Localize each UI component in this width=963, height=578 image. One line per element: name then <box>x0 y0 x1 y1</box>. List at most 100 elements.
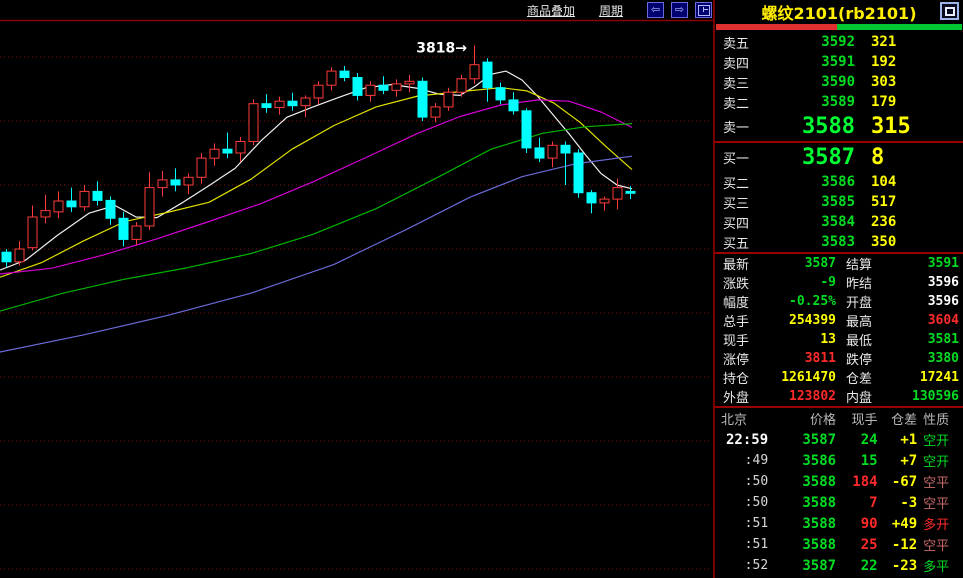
tick-cell: 25 <box>860 536 878 553</box>
level-price: 3590 <box>821 74 855 90</box>
down-candle <box>170 179 181 186</box>
level-label: 卖三 <box>723 76 750 92</box>
bid-row[interactable]: 买四 3584 236 <box>715 212 963 232</box>
bid-row[interactable]: 买五 3583 350 <box>715 232 963 252</box>
tick-cell: 3588 <box>802 536 837 553</box>
ask-row[interactable]: 卖三 3590 303 <box>715 72 963 92</box>
tick-cell: 3588 <box>802 473 837 490</box>
tick-cell: 7 <box>869 494 878 511</box>
tick-cell: 多平 <box>923 560 950 575</box>
up-candle <box>248 103 259 142</box>
up-candle <box>456 78 467 93</box>
tick-cell: 空开 <box>923 455 950 470</box>
down-candle <box>222 148 233 154</box>
level-volume: 315 <box>871 114 911 139</box>
down-candle <box>378 84 389 91</box>
tick-cell: -3 <box>900 494 918 511</box>
tick-cell: -23 <box>891 557 918 574</box>
quote-stats: 最新 3587 结算 3591 涨跌 -9 昨结 3596 幅度 -0.25% 开盘 3596 总手 25… <box>715 254 963 406</box>
stat-row: 最新 3587 结算 3591 <box>715 254 963 273</box>
ask-row[interactable]: 卖一 3588 315 <box>715 112 963 141</box>
level-volume: 192 <box>871 54 897 70</box>
stat-value: 3581 <box>927 332 959 347</box>
up-candle <box>209 148 220 159</box>
ask-row[interactable]: 卖五 3592 321 <box>715 32 963 52</box>
stat-label: 内盘 <box>846 391 873 406</box>
up-candle <box>40 210 51 218</box>
ma-green <box>0 123 633 312</box>
stat-row: 现手 13 最低 3581 <box>715 330 963 349</box>
window-layout-icon <box>697 4 710 16</box>
tick-cell: -12 <box>891 536 918 553</box>
tick-cell: :50 <box>744 495 769 510</box>
tick-row: :51 3588 25 -12 空平 <box>715 534 963 555</box>
stat-value: 1261470 <box>781 370 836 385</box>
stat-label: 总手 <box>723 315 750 330</box>
tick-cell: 22:59 <box>726 431 769 448</box>
up-candle <box>443 91 454 108</box>
tick-cell: 3587 <box>802 431 837 448</box>
tick-row: :52 3587 22 -23 多平 <box>715 555 963 576</box>
down-candle <box>339 70 350 78</box>
down-candle <box>261 103 272 108</box>
up-candle <box>131 225 142 240</box>
separator <box>715 252 963 254</box>
stat-value: -0.25% <box>789 294 836 309</box>
stat-label: 跌停 <box>846 353 873 368</box>
bid-levels: 买一 3587 8 买二 3586 104 买三 3585 517 买四 3584 236 买五 3583… <box>715 143 963 252</box>
tick-cell: 空平 <box>923 497 950 512</box>
down-candle <box>66 200 77 208</box>
ma-fast-white <box>0 70 633 271</box>
bid-row[interactable]: 买三 3585 517 <box>715 192 963 212</box>
tick-cell: +7 <box>900 452 918 469</box>
stat-label: 结算 <box>846 258 873 273</box>
down-candle <box>560 144 571 154</box>
level-label: 买四 <box>723 216 750 232</box>
tick-header: 价格 <box>810 413 837 428</box>
up-candle <box>79 190 90 208</box>
stat-label: 昨结 <box>846 277 873 292</box>
tick-cell: +1 <box>900 431 918 448</box>
down-candle <box>92 190 103 201</box>
level-price: 3591 <box>821 54 855 70</box>
candlestick-chart[interactable]: 3818→ <box>0 0 713 578</box>
level-volume: 104 <box>871 174 897 190</box>
period-link[interactable]: 周期 <box>598 3 623 18</box>
tick-row: :50 3588 184 -67 空平 <box>715 471 963 492</box>
tick-cell: 空平 <box>923 476 950 491</box>
bid-row[interactable]: 买二 3586 104 <box>715 172 963 192</box>
ask-row[interactable]: 卖四 3591 192 <box>715 52 963 72</box>
tick-cell: 空平 <box>923 539 950 554</box>
down-candle <box>586 192 597 204</box>
level-price: 3586 <box>821 174 855 190</box>
tick-header: 北京 <box>721 413 748 428</box>
stat-value: 3380 <box>927 351 959 366</box>
restore-window-icon[interactable] <box>940 2 959 20</box>
down-candle <box>482 61 493 89</box>
stat-value: 3596 <box>927 275 959 290</box>
down-candle <box>521 110 532 149</box>
stat-value: 3591 <box>927 256 959 271</box>
up-candle <box>612 187 623 200</box>
tick-cell: 90 <box>860 515 878 532</box>
up-candle <box>391 83 402 91</box>
level-price: 3592 <box>821 34 855 50</box>
panel-title-bar: 螺纹2101(rb2101) <box>715 0 963 23</box>
stat-label: 仓差 <box>846 372 873 387</box>
level-label: 卖五 <box>723 36 750 52</box>
tick-cell: 空开 <box>923 434 950 449</box>
prev-contract-button[interactable]: ⇦ <box>647 2 664 18</box>
level-price: 3583 <box>821 234 855 250</box>
stat-value: 3587 <box>804 256 836 271</box>
ask-row[interactable]: 卖二 3589 179 <box>715 92 963 112</box>
separator <box>715 141 963 143</box>
stat-label: 持仓 <box>723 372 750 387</box>
bid-row[interactable]: 买一 3587 8 <box>715 143 963 172</box>
layout-split-button[interactable] <box>695 2 712 18</box>
quote-panel: 螺纹2101(rb2101) 卖五 3592 321 卖四 3591 192 卖三 3590 3… <box>713 0 963 578</box>
level-price: 3585 <box>821 194 855 210</box>
level-label: 卖四 <box>723 56 750 72</box>
commodity-overlay-link[interactable]: 商品叠加 <box>526 3 575 18</box>
next-contract-button[interactable]: ⇨ <box>671 2 688 18</box>
level-label: 卖一 <box>723 121 750 136</box>
